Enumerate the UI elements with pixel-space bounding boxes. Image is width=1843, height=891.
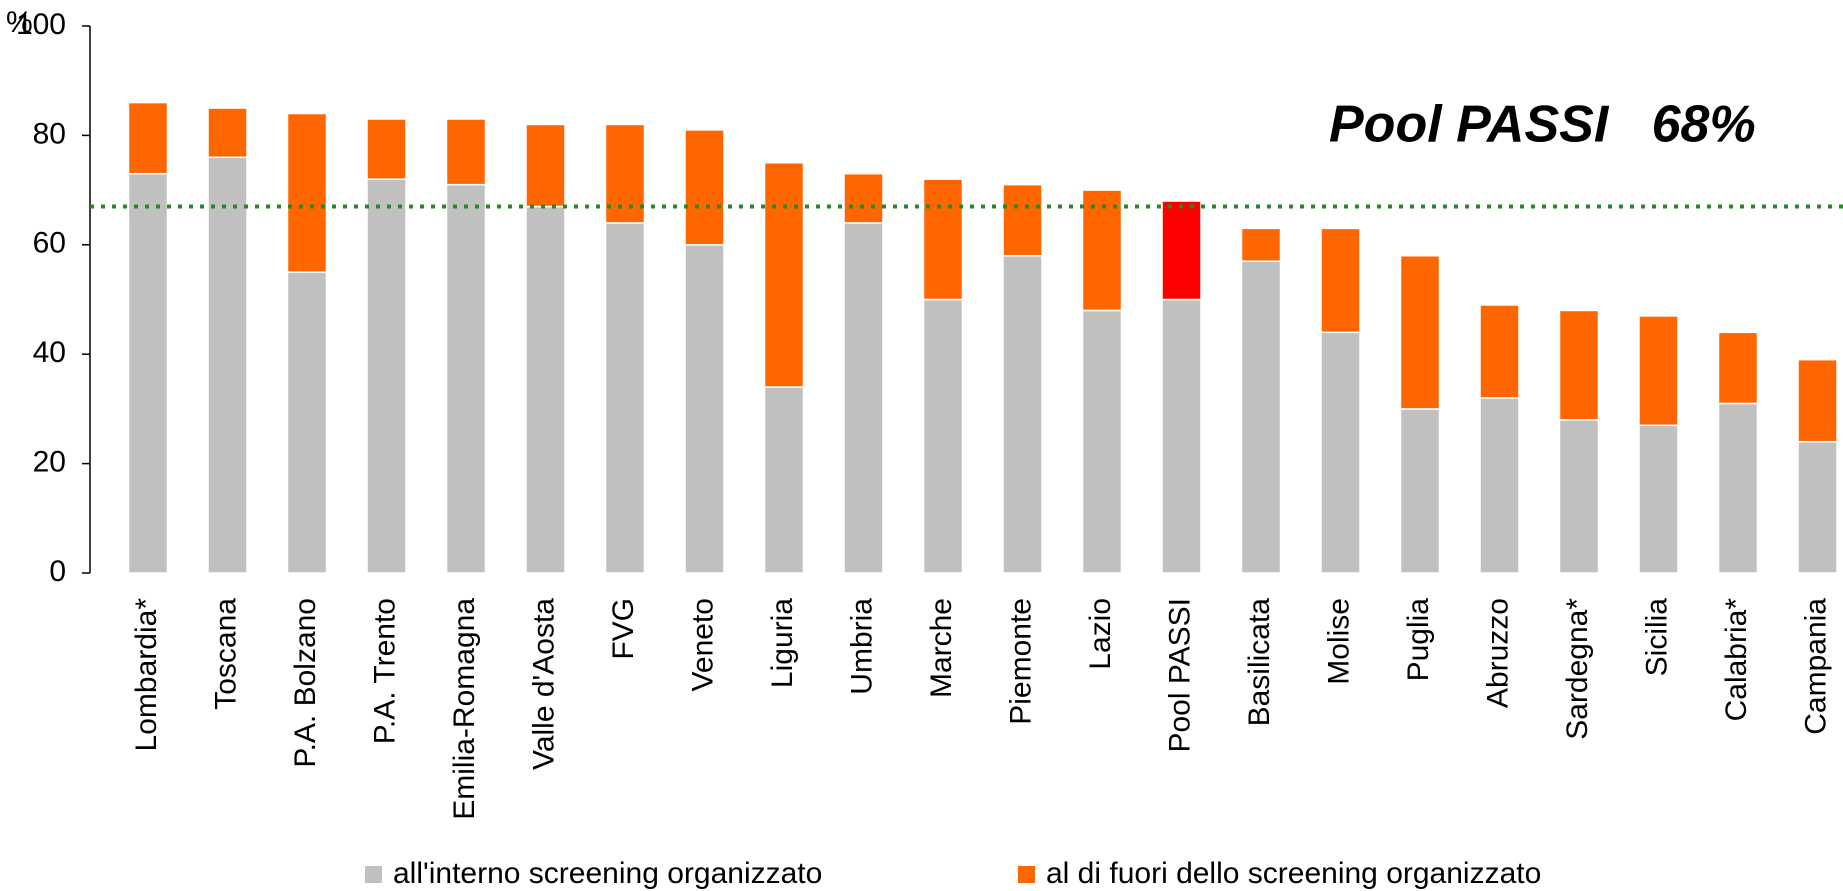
bar-segment: [922, 178, 964, 301]
bar-segment: [366, 178, 407, 574]
category-labels: Lombardia* Toscana P.A. Bolzano P.A. Trento…: [130, 598, 1833, 820]
bar-segment: [843, 172, 884, 224]
bar-segment: [366, 118, 407, 180]
x-tick-label: Lazio: [1084, 598, 1117, 670]
x-tick-label: Piemonte: [1004, 598, 1037, 725]
bar-segment: [1002, 254, 1043, 574]
bar-segment: [1240, 227, 1282, 262]
y-tick-label: 0: [49, 555, 66, 588]
legend-swatch: [365, 866, 382, 883]
bar-segment: [604, 123, 646, 224]
x-tick-label: Pool PASSI: [1163, 598, 1196, 753]
y-axis-label: %: [6, 6, 33, 39]
bar-segment: [1081, 189, 1123, 312]
bar-segment: [127, 172, 169, 574]
bar-segment: [1161, 298, 1202, 574]
legend-label: all'interno screening organizzato: [393, 857, 822, 890]
bar-segment: [1558, 309, 1600, 421]
x-tick-label: Umbria: [845, 598, 878, 695]
bar-segment: [1161, 200, 1202, 301]
bar-segment: [1638, 424, 1679, 574]
x-tick-label: Campania: [1799, 598, 1832, 735]
bar-segment: [286, 271, 328, 574]
x-tick-label: Lombardia*: [130, 598, 163, 752]
bar-segment: [286, 112, 328, 273]
y-tick-label: 60: [33, 227, 66, 260]
bar-segment: [1320, 227, 1361, 334]
bar-segment: [1002, 183, 1043, 257]
legend-swatch: [1018, 866, 1035, 883]
bar-segment: [445, 183, 487, 574]
bar-segment: [1717, 331, 1759, 405]
x-tick-label: Abruzzo: [1481, 598, 1514, 708]
bar-segment: [1479, 397, 1520, 574]
x-tick-label: Calabria*: [1720, 598, 1753, 722]
bar-segment: [604, 222, 646, 574]
x-tick-label: Puglia: [1402, 598, 1435, 682]
x-tick-label: Emilia-Romagna: [448, 598, 481, 820]
x-tick-label: P.A. Trento: [368, 598, 401, 744]
x-tick-label: FVG: [607, 598, 640, 660]
bar-segment: [1638, 315, 1679, 427]
bar-segment: [1558, 419, 1600, 574]
bar-segment: [1717, 402, 1759, 574]
x-tick-label: Valle d'Aosta: [527, 598, 560, 770]
bar-segment: [1479, 304, 1520, 399]
x-tick-label: Basilicata: [1243, 598, 1276, 727]
bar-segment: [763, 386, 805, 574]
bar-segment: [1797, 358, 1838, 443]
x-tick-label: Liguria: [766, 598, 799, 688]
bar-segment: [1081, 309, 1123, 574]
y-tick-label: 100: [16, 8, 66, 41]
bar-segment: [1797, 440, 1838, 574]
bar-segment: [1240, 260, 1282, 574]
bar-segment: [445, 118, 487, 186]
bar-segment: [763, 162, 805, 388]
x-tick-label: Veneto: [686, 598, 719, 691]
bar-segment: [1320, 331, 1361, 574]
bar-segment: [207, 107, 248, 159]
x-tick-label: P.A. Bolzano: [289, 598, 322, 768]
annotation: Pool PASSI 68%: [1329, 96, 1756, 154]
bar-segment: [922, 298, 964, 574]
x-tick-label: Sardegna*: [1561, 598, 1594, 740]
bar-segment: [1399, 408, 1441, 574]
bar-segment: [684, 129, 725, 246]
bar-segment: [525, 123, 566, 208]
bar-segment: [207, 156, 248, 574]
x-tick-label: Sicilia: [1640, 598, 1673, 677]
y-tick-label: 80: [33, 117, 66, 150]
bar-segment: [525, 205, 566, 574]
bar-segment: [1399, 254, 1441, 410]
x-tick-label: Marche: [925, 598, 958, 698]
y-tick-label: 20: [33, 446, 66, 479]
bar-segment: [843, 222, 884, 574]
bar-segment: [127, 101, 169, 175]
x-tick-label: Molise: [1322, 598, 1355, 685]
y-tick-label: 40: [33, 336, 66, 369]
x-tick-label: Toscana: [209, 598, 242, 710]
legend-label: al di fuori dello screening organizzato: [1046, 857, 1541, 890]
bar-segment: [684, 244, 725, 574]
